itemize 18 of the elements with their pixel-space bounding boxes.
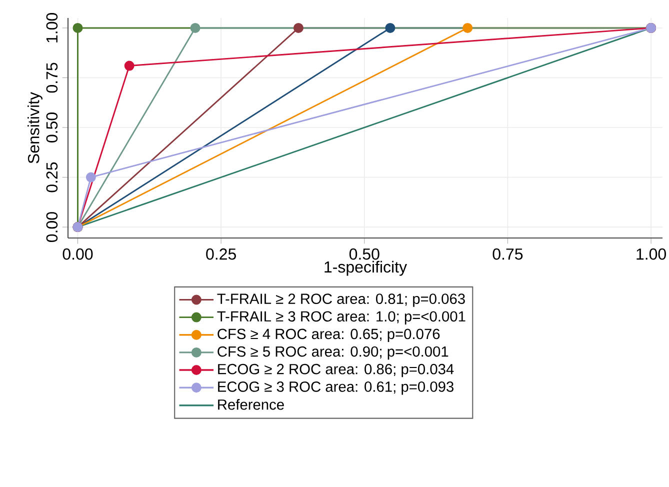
- x-tick-label: 1.00: [636, 248, 666, 260]
- x-tick-label: 0.50: [349, 248, 380, 260]
- x-axis-title: 1-specificity: [324, 260, 407, 276]
- legend-label: ECOG ≥ 2 ROC area: 0.86; p=0.034: [218, 364, 454, 378]
- legend-label: CFS ≥ 5 ROC area: 0.90; p=<0.001: [218, 346, 448, 360]
- legend-label: T-FRAIL ≥ 3 ROC area: 1.0; p=<0.001: [217, 311, 466, 324]
- y-tick-label: 0.25: [46, 162, 58, 192]
- y-tick-label: 0.75: [46, 62, 58, 93]
- y-tick-label: 1.00: [46, 13, 58, 42]
- legend-label: CFS ≥ 4 ROC area: 0.65; p=0.076: [218, 328, 440, 342]
- y-axis-title: Sensitivity: [28, 92, 42, 164]
- legend-label: Reference: [218, 399, 284, 410]
- x-tick-label: 0.25: [206, 248, 236, 260]
- x-tick-label: 0.75: [492, 248, 523, 260]
- y-tick-label: 0.50: [46, 112, 58, 142]
- legend-label: ECOG ≥ 3 ROC area: 0.61; p=0.093: [218, 381, 454, 395]
- x-tick-label: 0.00: [62, 248, 93, 260]
- legend-label: T-FRAIL ≥ 2 ROC area: 0.81; p=0.063: [217, 294, 465, 307]
